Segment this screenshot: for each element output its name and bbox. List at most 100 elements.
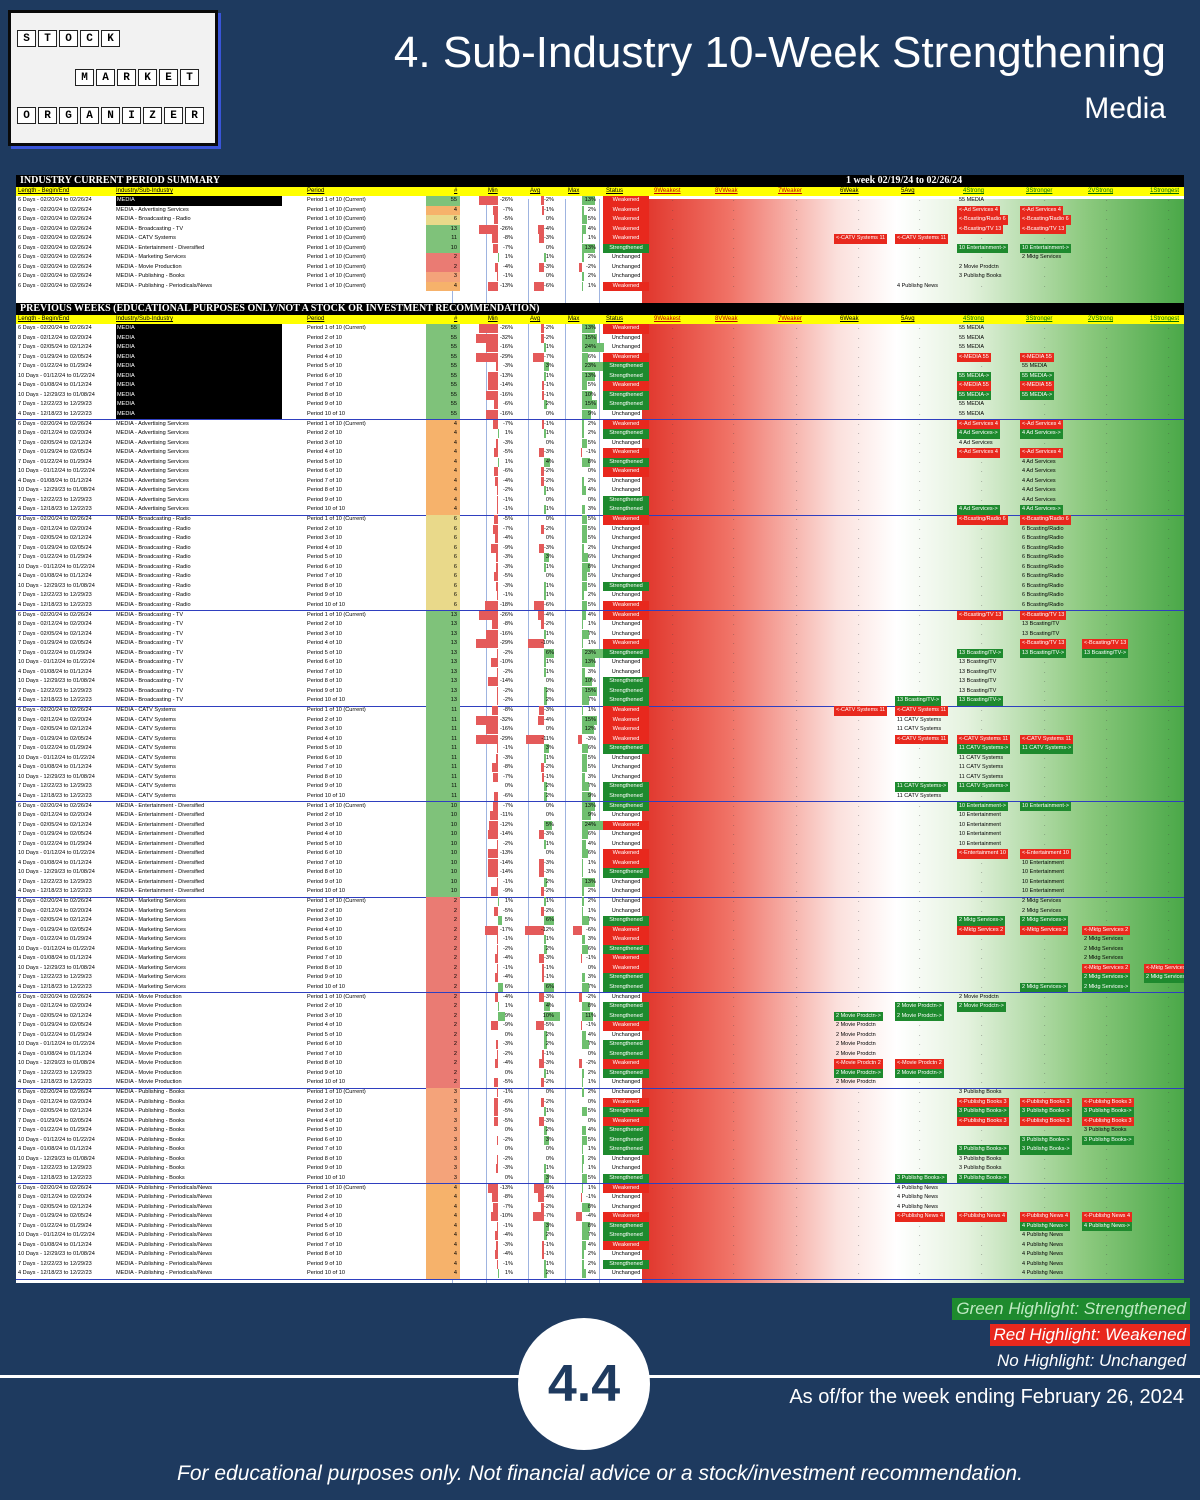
industry-cell: MEDIA - Broadcasting - Radio [116, 535, 191, 542]
empty-dot: . [1168, 745, 1170, 752]
empty-dot: . [1044, 1003, 1046, 1010]
avg-cell: -2% [544, 1098, 554, 1105]
empty-dot: . [672, 273, 674, 280]
count-cell: 13 [426, 620, 460, 630]
table-row: 7 Days - 01/29/24 to 02/05/24 MEDIA - Mar… [16, 925, 1184, 936]
value-bar [544, 1135, 549, 1145]
empty-dot: . [733, 401, 735, 408]
column-header: Length - Begin/End [18, 188, 70, 194]
empty-dot: . [1168, 506, 1170, 513]
empty-dot: . [919, 573, 921, 580]
industry-cell: MEDIA - Broadcasting - TV [116, 225, 184, 232]
column-header: 4Strong [963, 316, 985, 322]
industry-cell: MEDIA - Publishing - Periodicals/News [116, 1194, 213, 1201]
empty-dot: . [1106, 1003, 1108, 1010]
period-cell: Period 3 of 10 [307, 344, 342, 351]
value-bar [544, 1107, 546, 1117]
empty-dot: . [672, 792, 674, 799]
empty-dot: . [858, 273, 860, 280]
strength-label: <-Publishg Books 3 [1020, 1116, 1072, 1127]
table-row: 6 Days - 02/20/24 to 02/26/24 MEDIA Period… [16, 196, 1184, 206]
strength-label: <-MEDIA 55 [957, 352, 991, 363]
empty-dot: . [919, 802, 921, 809]
empty-dot: . [919, 372, 921, 379]
column-header: # [454, 188, 458, 194]
industry-cell: MEDIA - Broadcasting - TV [116, 640, 184, 647]
length-cell: 6 Days - 02/20/24 to 02/26/24 [18, 993, 92, 1000]
length-cell: 7 Days - 02/05/24 to 02/12/24 [18, 1203, 92, 1210]
value-bar [582, 505, 585, 515]
min-cell: 0% [504, 1031, 513, 1038]
empty-dot: . [796, 563, 798, 570]
value-bar [494, 215, 498, 225]
value-bar [487, 868, 498, 878]
max-cell: 0% [587, 496, 596, 503]
empty-dot: . [672, 1270, 674, 1277]
period-cell: Period 1 of 10 (Current) [307, 254, 366, 261]
strength-label: <-Ad Services 4 [1020, 419, 1063, 429]
value-bar [544, 944, 548, 954]
min-cell: -29% [499, 735, 513, 742]
empty-dot: . [1168, 611, 1170, 618]
table-row: 4 Days - 01/08/24 to 01/12/24 MEDIA - Bro… [16, 572, 1184, 582]
max-cell: 7% [587, 630, 596, 637]
value-bar [495, 1040, 498, 1050]
value-bar [494, 515, 498, 524]
min-cell: -2% [503, 1155, 513, 1162]
value-bar [582, 639, 583, 649]
length-cell: 6 Days - 02/20/24 to 02/26/24 [18, 216, 92, 223]
length-cell: 7 Days - 02/05/24 to 02/12/24 [18, 439, 92, 446]
table-row: 4 Days - 01/08/24 to 01/12/24 MEDIA Period… [16, 381, 1184, 391]
max-cell: -1% [586, 449, 596, 456]
empty-dot: . [919, 621, 921, 628]
count-cell: 55 [426, 333, 460, 344]
status-cell: Unchanged [611, 487, 641, 494]
count-cell: 11 [426, 772, 460, 783]
column-header: 2VStrong [1088, 316, 1114, 322]
avg-cell: 3% [545, 745, 554, 752]
empty-dot: . [919, 773, 921, 780]
value-bar [542, 772, 544, 782]
max-cell: 0% [587, 1050, 596, 1057]
length-cell: 10 Days - 01/12/24 to 01/22/24 [18, 1232, 95, 1239]
empty-dot: . [672, 754, 674, 761]
strength-label: <-Publishg Books 3 [957, 1116, 1009, 1127]
empty-dot: . [796, 516, 798, 522]
table-row: 7 Days - 01/22/24 to 01/29/24 MEDIA - Mar… [16, 935, 1184, 945]
legend-unchanged: No Highlight: Unchanged [996, 1351, 1186, 1370]
max-cell: 8% [587, 1003, 596, 1010]
empty-dot: . [1168, 1089, 1170, 1095]
empty-dot: . [919, 869, 921, 876]
value-bar [539, 706, 544, 715]
empty-dot: . [858, 468, 860, 475]
empty-dot: . [796, 993, 798, 1000]
industry-cell: MEDIA - Entertainment - Diversified [116, 244, 205, 251]
table-row: 8 Days - 02/12/24 to 02/20/24 MEDIA - Mov… [16, 1002, 1184, 1012]
status-cell: Strengthened [603, 429, 649, 439]
value-bar [495, 1231, 498, 1241]
count-cell: 2 [426, 1078, 460, 1088]
empty-dot: . [672, 439, 674, 446]
industry-cell: MEDIA - Broadcasting - Radio [116, 592, 191, 599]
empty-dot: . [1106, 917, 1108, 924]
empty-dot: . [1106, 754, 1108, 761]
table-row: 6 Days - 02/20/24 to 02/26/24 MEDIA - Bro… [16, 215, 1184, 225]
empty-dot: . [981, 363, 983, 370]
empty-dot: . [858, 592, 860, 599]
empty-dot: . [1168, 792, 1170, 799]
length-cell: 6 Days - 02/20/24 to 02/26/24 [18, 802, 92, 809]
period-cell: Period 7 of 10 [307, 1241, 342, 1248]
max-cell: 4% [587, 611, 596, 618]
value-bar [476, 333, 498, 343]
empty-dot: . [919, 1079, 921, 1086]
empty-dot: . [733, 1260, 735, 1267]
empty-dot: . [919, 525, 921, 532]
avg-cell: 0% [545, 1146, 554, 1153]
period-cell: Period 5 of 10 [307, 745, 342, 752]
period-cell: Period 7 of 10 [307, 859, 342, 866]
count-cell: 3 [426, 1145, 460, 1155]
empty-dot: . [1044, 955, 1046, 962]
value-bar [544, 791, 548, 801]
legend-strengthened: Green Highlight: Strengthened [952, 1298, 1190, 1320]
count-cell: 2 [426, 262, 460, 273]
